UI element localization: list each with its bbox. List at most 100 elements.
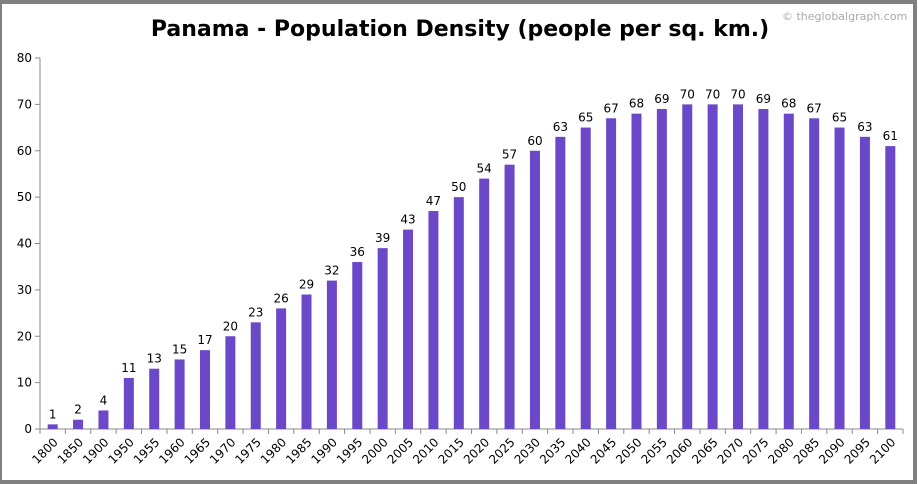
data-label-2090: 65	[832, 111, 847, 125]
bar-1970	[225, 336, 236, 429]
y-tick-label: 50	[17, 190, 32, 204]
y-tick-label: 10	[17, 376, 32, 390]
bar-2075	[758, 109, 769, 429]
bar-1960	[174, 359, 185, 429]
data-label-2010: 47	[426, 194, 441, 208]
x-tick-label-2060: 2060	[664, 435, 695, 466]
bar-2005	[403, 229, 414, 429]
x-tick-label-2095: 2095	[842, 435, 873, 466]
data-label-1980: 26	[273, 291, 288, 305]
x-tick-label-2065: 2065	[689, 435, 720, 466]
y-tick-label: 80	[17, 51, 32, 65]
y-tick-label: 30	[17, 283, 32, 297]
bar-1975	[250, 322, 261, 429]
x-tick-label-1980: 1980	[258, 435, 289, 466]
data-label-2025: 57	[502, 148, 517, 162]
data-label-2005: 43	[400, 213, 415, 227]
data-label-1975: 23	[248, 305, 263, 319]
data-label-1985: 29	[299, 278, 314, 292]
x-tick-label-1990: 1990	[309, 435, 340, 466]
data-label-2100: 61	[883, 129, 898, 143]
x-tick-label-2090: 2090	[816, 435, 847, 466]
y-tick-label: 0	[24, 422, 32, 436]
x-tick-label-2015: 2015	[435, 435, 466, 466]
bar-1900	[98, 410, 109, 429]
x-tick-label-2080: 2080	[765, 435, 796, 466]
bar-2025	[504, 164, 515, 429]
bar-2045	[606, 118, 617, 429]
bar-2095	[859, 136, 870, 429]
bar-1990	[326, 280, 337, 429]
data-label-2060: 70	[680, 87, 695, 101]
data-label-2020: 54	[477, 162, 492, 176]
x-tick-label-2075: 2075	[740, 435, 771, 466]
bar-2015	[453, 197, 464, 429]
bar-1980	[276, 308, 287, 429]
data-label-2000: 39	[375, 231, 390, 245]
bar-2070	[733, 104, 744, 429]
x-tick-label-2045: 2045	[588, 435, 619, 466]
y-tick-label: 20	[17, 329, 32, 343]
x-tick-label-1955: 1955	[131, 435, 162, 466]
data-label-2040: 65	[578, 111, 593, 125]
x-tick-label-1985: 1985	[283, 435, 314, 466]
data-label-2015: 50	[451, 180, 466, 194]
data-label-1970: 20	[223, 319, 238, 333]
x-tick-label-1965: 1965	[182, 435, 213, 466]
x-tick-label-2025: 2025	[486, 435, 517, 466]
x-tick-label-2085: 2085	[791, 435, 822, 466]
data-label-2045: 67	[603, 101, 618, 115]
bar-1800	[47, 424, 58, 429]
bar-2080	[783, 113, 794, 430]
y-tick-label: 40	[17, 237, 32, 251]
bar-2050	[631, 113, 642, 430]
x-tick-label-2035: 2035	[537, 435, 568, 466]
data-label-2050: 68	[629, 97, 644, 111]
bar-2040	[580, 127, 591, 429]
x-tick-label-2070: 2070	[715, 435, 746, 466]
bar-2090	[834, 127, 845, 429]
bar-1955	[149, 368, 160, 429]
data-label-1960: 15	[172, 342, 187, 356]
data-label-2075: 69	[756, 92, 771, 106]
x-tick-label-2005: 2005	[385, 435, 416, 466]
data-label-2080: 68	[781, 97, 796, 111]
x-tick-label-2020: 2020	[461, 435, 492, 466]
data-label-1850: 2	[74, 403, 82, 417]
x-tick-label-2030: 2030	[512, 435, 543, 466]
bar-1965	[199, 350, 210, 429]
x-tick-label-2040: 2040	[562, 435, 593, 466]
x-tick-label-2000: 2000	[359, 435, 390, 466]
data-label-2095: 63	[857, 120, 872, 134]
data-label-1955: 13	[147, 352, 162, 366]
bar-2100	[885, 146, 896, 430]
x-tick-label-1900: 1900	[80, 435, 111, 466]
bar-2020	[479, 178, 490, 429]
x-tick-label-2055: 2055	[638, 435, 669, 466]
data-label-1800: 1	[49, 407, 57, 421]
data-label-2065: 70	[705, 87, 720, 101]
data-label-1900: 4	[100, 393, 108, 407]
bar-1995	[352, 262, 363, 429]
bar-1950	[123, 377, 134, 429]
bar-2000	[377, 248, 388, 429]
data-label-2070: 70	[730, 87, 745, 101]
data-label-2085: 67	[807, 101, 822, 115]
data-label-1950: 11	[121, 361, 136, 375]
data-label-2055: 69	[654, 92, 669, 106]
x-tick-label-1970: 1970	[207, 435, 238, 466]
data-label-2030: 60	[527, 134, 542, 148]
data-label-1965: 17	[197, 333, 212, 347]
x-tick-label-1950: 1950	[105, 435, 136, 466]
bar-1850	[73, 419, 84, 429]
bar-2030	[529, 150, 540, 429]
x-tick-label-2050: 2050	[613, 435, 644, 466]
x-tick-label-1995: 1995	[334, 435, 365, 466]
bar-2065	[707, 104, 718, 429]
x-tick-label-1975: 1975	[232, 435, 263, 466]
watermark: © theglobalgraph.com	[782, 10, 907, 23]
x-tick-label-2010: 2010	[410, 435, 441, 466]
bar-2010	[428, 211, 439, 429]
